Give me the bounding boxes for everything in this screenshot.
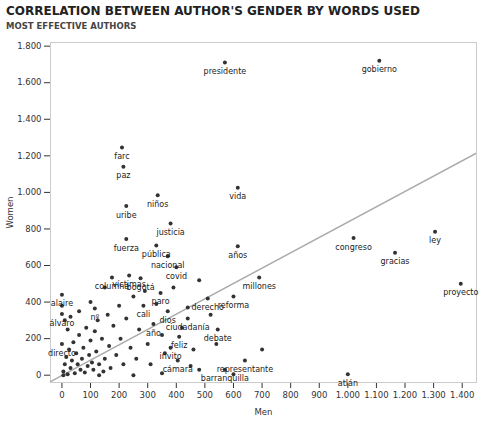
svg-text:700: 700 [254, 390, 270, 400]
svg-text:Women: Women [5, 196, 15, 228]
svg-text:cali: cali [137, 310, 151, 319]
svg-text:nº: nº [90, 313, 99, 322]
svg-text:0: 0 [36, 370, 41, 380]
svg-text:paro: paro [152, 297, 170, 306]
svg-text:reforma: reforma [217, 301, 250, 311]
svg-text:niños: niños [147, 200, 168, 209]
svg-text:600: 600 [225, 390, 241, 400]
svg-text:pública: pública [142, 250, 171, 259]
svg-text:fuerza: fuerza [114, 244, 139, 253]
svg-text:200: 200 [25, 333, 41, 343]
html-text:CORRELATION BETWEEN AUTHOR'S G: CORRELATION BETWEEN AUTHOR'S GENDER BY W… [6, 4, 420, 18]
svg-text:1.100: 1.100 [364, 390, 388, 400]
svg-text:debate: debate [204, 334, 232, 343]
svg-text:1.000: 1.000 [336, 390, 360, 400]
svg-text:400: 400 [25, 297, 41, 307]
svg-text:200: 200 [111, 390, 127, 400]
svg-text:paz: paz [116, 171, 130, 180]
svg-text:ley: ley [429, 236, 441, 245]
svg-text:proyecto: proyecto [443, 288, 478, 297]
svg-text:uribe: uribe [116, 211, 137, 220]
svg-text:representante: representante [217, 365, 274, 374]
svg-text:derecho: derecho [192, 303, 225, 312]
svg-text:300: 300 [140, 390, 156, 400]
svg-text:álvaro: álvaro [50, 319, 75, 328]
svg-text:1.000: 1.000 [17, 187, 41, 197]
svg-text:dios: dios [160, 316, 176, 325]
svg-text:barranquilla: barranquilla [201, 374, 249, 383]
svg-text:1.400: 1.400 [17, 114, 41, 124]
svg-text:ciudadanía: ciudadanía [165, 323, 210, 333]
svg-text:año: año [146, 329, 161, 338]
svg-text:congreso: congreso [335, 243, 372, 252]
svg-text:1.200: 1.200 [17, 151, 41, 161]
svg-text:0: 0 [59, 390, 64, 400]
svg-text:justicia: justicia [155, 228, 184, 237]
svg-text:gobierno: gobierno [362, 65, 397, 74]
svg-text:1.400: 1.400 [450, 390, 474, 400]
svg-text:1.600: 1.600 [17, 77, 41, 87]
svg-text:presidente: presidente [204, 67, 247, 76]
svg-text:atlán: atlán [338, 379, 358, 388]
svg-text:vida: vida [229, 192, 246, 201]
svg-text:1.300: 1.300 [421, 390, 445, 400]
svg-text:directo: directo [48, 349, 76, 358]
svg-text:Men: Men [255, 407, 273, 417]
svg-text:800: 800 [283, 390, 299, 400]
svg-text:600: 600 [25, 260, 41, 270]
svg-text:años: años [228, 251, 247, 260]
svg-text:900: 900 [311, 390, 327, 400]
svg-text:500: 500 [197, 390, 213, 400]
html-text:MOST EFFECTIVE AUTHORS: MOST EFFECTIVE AUTHORS [6, 21, 137, 31]
svg-text:alaire: alaire [51, 299, 73, 308]
svg-text:800: 800 [25, 224, 41, 234]
svg-text:gracias: gracias [381, 257, 410, 266]
svg-text:covid: covid [166, 272, 187, 281]
svg-text:1.800: 1.800 [17, 41, 41, 51]
svg-text:400: 400 [168, 390, 184, 400]
svg-text:farc: farc [114, 152, 129, 161]
svg-text:feliz: feliz [171, 341, 187, 350]
svg-text:nacional: nacional [151, 261, 185, 270]
svg-text:100: 100 [82, 390, 98, 400]
svg-text:columna: columna [95, 282, 129, 291]
svg-text:millones: millones [242, 282, 276, 291]
svg-text:1.200: 1.200 [393, 390, 417, 400]
svg-text:invito: invito [159, 352, 181, 361]
svg-text:cámara: cámara [163, 365, 193, 374]
